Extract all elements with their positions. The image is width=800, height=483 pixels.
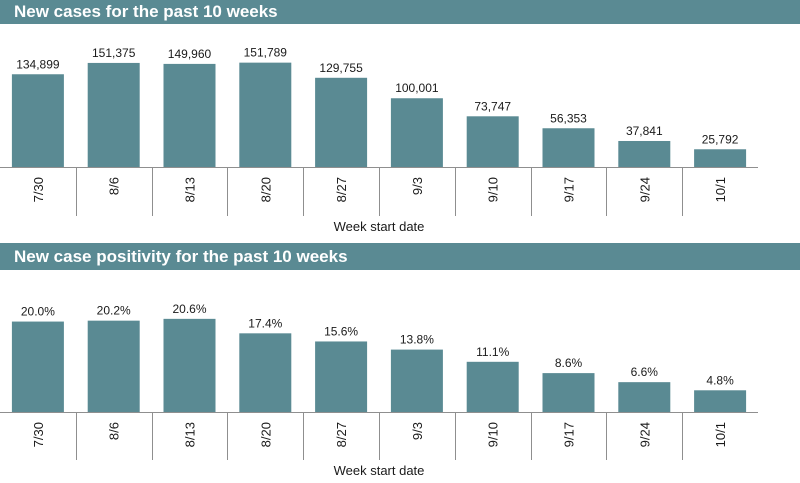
positivity-data-label: 8.6% xyxy=(555,356,583,370)
positivity-tick-label: 7/30 xyxy=(31,422,46,447)
positivity-bar xyxy=(618,382,671,412)
positivity-data-label: 20.0% xyxy=(21,305,55,319)
positivity-tick-label: 8/20 xyxy=(258,422,273,447)
cases-data-label: 129,755 xyxy=(319,61,363,75)
positivity-bar xyxy=(239,333,292,412)
positivity-chart: 20.0% 7/30 20.2% 8/6 20.6% 8/13 17.4% 8/20 15.6%… xyxy=(0,302,758,460)
positivity-tick-label: 8/6 xyxy=(107,422,122,440)
positivity-data-label: 6.6% xyxy=(631,365,659,379)
cases-tick-label: 10/1 xyxy=(713,177,728,202)
positivity-bar xyxy=(315,341,368,412)
positivity-bar xyxy=(466,361,519,412)
positivity-data-label: 15.6% xyxy=(324,324,358,338)
cases-tick-label: 9/24 xyxy=(637,177,652,202)
cases-bar xyxy=(11,74,64,167)
positivity-data-label: 17.4% xyxy=(248,316,282,330)
cases-tick-label: 8/20 xyxy=(258,177,273,202)
cases-data-label: 73,747 xyxy=(474,99,511,113)
cases-data-label: 151,789 xyxy=(244,46,288,60)
cases-data-label: 25,792 xyxy=(702,132,739,146)
positivity-data-label: 13.8% xyxy=(400,333,434,347)
positivity-title: New case positivity for the past 10 week… xyxy=(0,243,800,270)
cases-tick-label: 8/13 xyxy=(183,177,198,202)
cases-tick-label: 9/10 xyxy=(486,177,501,202)
new-cases-title: New cases for the past 10 weeks xyxy=(0,0,800,24)
new-cases-x-axis-label: Week start date xyxy=(333,219,425,234)
positivity-data-label: 11.1% xyxy=(476,345,509,359)
positivity-bar xyxy=(542,373,595,412)
cases-data-label: 100,001 xyxy=(395,81,439,95)
cases-data-label: 37,841 xyxy=(626,124,663,138)
cases-data-label: 134,899 xyxy=(16,57,60,71)
cases-data-label: 149,960 xyxy=(168,47,212,61)
positivity-bar xyxy=(11,321,64,412)
cases-bar xyxy=(315,77,368,167)
cases-tick-label: 9/3 xyxy=(410,177,425,195)
cases-bar xyxy=(542,128,595,167)
positivity-bar xyxy=(390,349,443,412)
positivity-panel: New case positivity for the past 10 week… xyxy=(0,243,800,483)
cases-tick-label: 8/27 xyxy=(334,177,349,202)
cases-data-label: 56,353 xyxy=(550,111,587,125)
positivity-tick-label: 9/3 xyxy=(410,422,425,440)
positivity-bar xyxy=(694,390,747,412)
cases-bar xyxy=(163,63,216,168)
cases-bar xyxy=(694,149,747,167)
positivity-tick-label: 8/13 xyxy=(183,422,198,447)
positivity-data-label: 4.8% xyxy=(706,373,734,387)
cases-tick-label: 7/30 xyxy=(31,177,46,202)
cases-bar xyxy=(239,62,292,167)
positivity-tick-label: 8/27 xyxy=(334,422,349,447)
cases-bar xyxy=(466,116,519,167)
positivity-x-axis-label: Week start date xyxy=(333,463,425,478)
cases-data-label: 151,375 xyxy=(92,46,136,60)
cases-tick-label: 8/6 xyxy=(107,177,122,195)
positivity-tick-label: 9/17 xyxy=(562,422,577,447)
positivity-data-label: 20.6% xyxy=(172,302,206,316)
positivity-bar xyxy=(163,318,216,412)
positivity-tick-label: 9/10 xyxy=(486,422,501,447)
positivity-data-label: 20.2% xyxy=(97,304,131,318)
cases-bar xyxy=(390,98,443,167)
cases-tick-label: 9/17 xyxy=(562,177,577,202)
positivity-tick-label: 9/24 xyxy=(637,422,652,447)
new-cases-chart: 134,899 7/30 151,375 8/6 149,960 8/13 151,789 8… xyxy=(0,46,758,216)
positivity-bar xyxy=(87,320,140,412)
cases-bar xyxy=(618,140,671,167)
new-cases-panel: New cases for the past 10 weeks 134,899 7… xyxy=(0,0,800,241)
cases-bar xyxy=(87,62,140,167)
positivity-tick-label: 10/1 xyxy=(713,422,728,447)
